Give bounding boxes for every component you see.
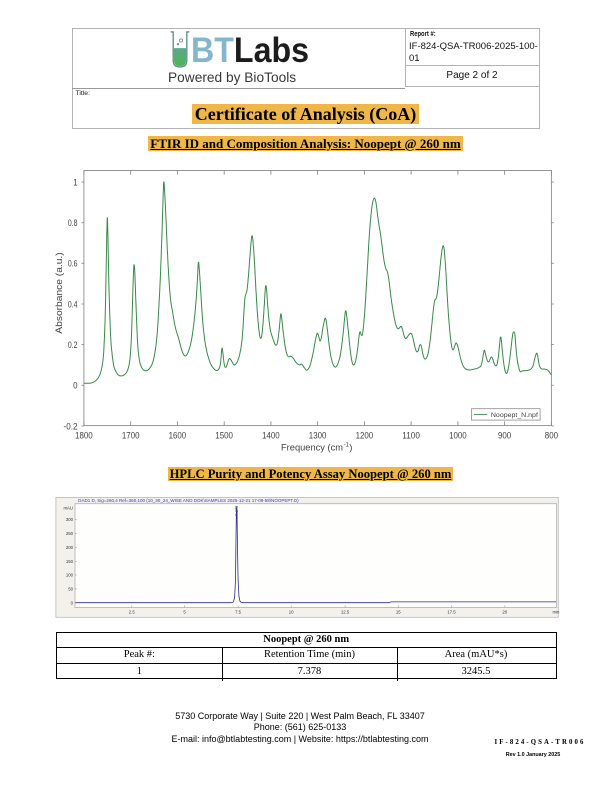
svg-text:0.6: 0.6 <box>68 259 78 270</box>
svg-text:15: 15 <box>396 609 401 614</box>
svg-text:1100: 1100 <box>402 430 420 441</box>
svg-text:min: min <box>553 609 561 614</box>
svg-text:17.5: 17.5 <box>447 609 456 614</box>
svg-text:7.378: 7.378 <box>234 505 239 516</box>
svg-text:0.4: 0.4 <box>68 299 78 310</box>
svg-text:1300: 1300 <box>309 430 327 441</box>
svg-text:50: 50 <box>68 587 73 592</box>
svg-text:800: 800 <box>545 430 558 441</box>
svg-text:12.5: 12.5 <box>341 609 350 614</box>
svg-text:1500: 1500 <box>215 430 233 441</box>
svg-text:20: 20 <box>502 609 507 614</box>
svg-text:900: 900 <box>498 430 511 441</box>
svg-text:-0.2: -0.2 <box>64 421 78 432</box>
svg-text:7.5: 7.5 <box>235 609 242 614</box>
svg-text:0: 0 <box>71 600 74 605</box>
svg-text:300: 300 <box>66 517 74 522</box>
svg-text:Absorbance (a.u.): Absorbance (a.u.) <box>54 252 65 333</box>
svg-text:1400: 1400 <box>262 430 280 441</box>
svg-text:1700: 1700 <box>122 430 140 441</box>
svg-text:1000: 1000 <box>449 430 467 441</box>
svg-text:Frequency (cm: Frequency (cm <box>281 443 343 454</box>
svg-text:-1: -1 <box>344 442 350 449</box>
svg-text:250: 250 <box>66 531 74 536</box>
svg-text:1200: 1200 <box>356 430 374 441</box>
svg-text:150: 150 <box>66 559 74 564</box>
svg-text:1800: 1800 <box>75 430 93 441</box>
svg-text:2.5: 2.5 <box>129 609 136 614</box>
svg-text:1: 1 <box>73 177 77 188</box>
svg-text:0.2: 0.2 <box>68 340 78 351</box>
svg-text:5: 5 <box>183 609 186 614</box>
svg-text:): ) <box>349 443 352 454</box>
svg-text:100: 100 <box>66 573 74 578</box>
svg-text:200: 200 <box>66 545 74 550</box>
svg-text:0.8: 0.8 <box>68 218 78 229</box>
svg-text:Noopept_N.npf: Noopept_N.npf <box>491 412 538 419</box>
svg-text:DAD1 D, Sig=260,4 Ref=360,100: DAD1 D, Sig=260,4 Ref=360,100 (10_30_24_… <box>78 498 299 503</box>
svg-text:0: 0 <box>73 381 77 392</box>
svg-text:1600: 1600 <box>169 430 187 441</box>
svg-text:10: 10 <box>289 609 294 614</box>
svg-text:mAU: mAU <box>63 505 73 510</box>
